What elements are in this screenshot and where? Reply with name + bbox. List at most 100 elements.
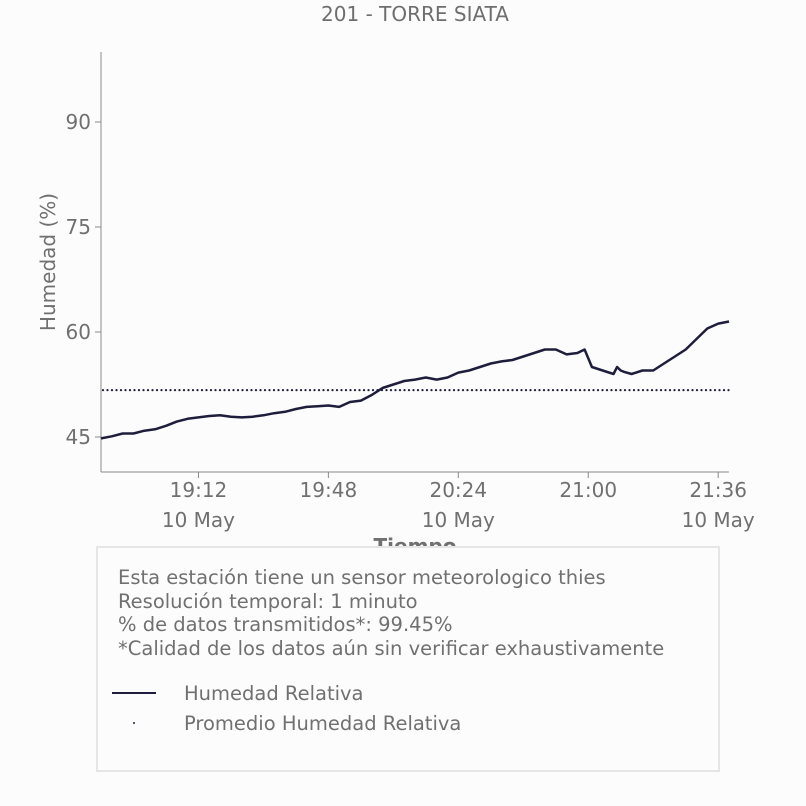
average-humidity-dot	[727, 389, 730, 392]
y-tick-label: 45	[66, 425, 91, 449]
legend-label-promedio: Promedio Humedad Relativa	[184, 711, 462, 735]
average-humidity-dot	[488, 389, 492, 392]
average-humidity-dot	[281, 389, 285, 392]
average-humidity-dot	[268, 389, 271, 392]
average-humidity-dot	[218, 389, 222, 392]
average-humidity-dot	[349, 389, 352, 392]
average-humidity-dot	[596, 389, 600, 392]
average-humidity-dot	[677, 389, 681, 392]
average-humidity-dot	[236, 389, 240, 392]
average-humidity-dot	[254, 389, 258, 392]
average-humidity-dot	[718, 389, 721, 392]
average-humidity-dot	[101, 389, 105, 392]
average-humidity-dot	[169, 389, 172, 392]
average-humidity-dot	[403, 389, 406, 392]
average-humidity-dot	[704, 389, 708, 392]
average-humidity-dot	[502, 389, 505, 392]
average-humidity-dot	[304, 389, 307, 392]
average-humidity-dot	[623, 389, 627, 392]
average-humidity-dot	[313, 389, 316, 392]
average-humidity-dot	[164, 389, 168, 392]
average-humidity-dot	[232, 389, 235, 392]
average-humidity-dot	[556, 389, 559, 392]
average-humidity-dot	[335, 389, 339, 392]
average-humidity-dot	[250, 389, 253, 392]
average-humidity-dot	[601, 389, 604, 392]
average-humidity-dot	[385, 389, 388, 392]
average-humidity-dot	[650, 389, 654, 392]
average-humidity-dot	[542, 389, 546, 392]
x-tick-date-label: 10 May	[162, 508, 235, 532]
average-humidity-dot	[227, 389, 231, 392]
average-humidity-dot	[367, 389, 370, 392]
average-humidity-dot	[178, 389, 181, 392]
ticks: 45 60 75 90 19:12 10 May 19:48 20:24 10 May 21:00…	[66, 110, 755, 532]
humidity-series-line	[100, 320, 730, 440]
average-humidity-dot	[421, 389, 424, 392]
average-humidity-dot	[673, 389, 676, 392]
station-info: Esta estación tiene un sensor meteorolog…	[118, 566, 664, 660]
average-humidity-dot	[466, 389, 469, 392]
average-humidity-dot	[119, 389, 123, 392]
axes	[100, 52, 729, 473]
average-humidity-dot	[133, 389, 136, 392]
average-humidity-dot	[587, 389, 591, 392]
average-humidity-dot	[641, 389, 645, 392]
average-humidity-dot	[110, 389, 114, 392]
x-tick-label: 21:36	[689, 478, 747, 502]
info-line-sensor: Esta estación tiene un sensor meteorolog…	[118, 566, 606, 589]
average-humidity-dot	[434, 389, 438, 392]
average-humidity-dot	[722, 389, 726, 392]
average-humidity-dot	[470, 389, 474, 392]
average-humidity-dot	[160, 389, 163, 392]
average-humidity-dot	[479, 389, 483, 392]
average-humidity-dot	[569, 389, 573, 392]
average-humidity-dot	[344, 389, 348, 392]
average-humidity-dot	[362, 389, 366, 392]
average-humidity-dot	[137, 389, 141, 392]
average-humidity-dot	[578, 389, 582, 392]
average-humidity-dot	[308, 389, 312, 392]
average-humidity-dot	[646, 389, 649, 392]
average-humidity-dot	[700, 389, 703, 392]
series	[100, 320, 730, 440]
average-humidity-dot	[182, 389, 186, 392]
x-tick-label: 20:24	[429, 478, 487, 502]
average-humidity-dot	[299, 389, 303, 392]
legend-label-humedad: Humedad Relativa	[184, 681, 364, 705]
average-humidity-dot	[443, 389, 447, 392]
average-humidity-dot	[695, 389, 699, 392]
average-humidity-dot	[515, 389, 519, 392]
average-humidity-dot	[493, 389, 496, 392]
average-humidity-dot	[128, 389, 132, 392]
average-humidity-dot	[277, 389, 280, 392]
average-humidity-dot	[574, 389, 577, 392]
average-humidity-dot	[214, 389, 217, 392]
average-humidity-dot	[452, 389, 456, 392]
y-tick-label: 60	[66, 320, 91, 344]
average-humidity-dot	[448, 389, 451, 392]
average-humidity-dot	[668, 389, 672, 392]
average-humidity-dot	[331, 389, 334, 392]
average-humidity-dot	[286, 389, 289, 392]
average-humidity-dot	[529, 389, 532, 392]
average-humidity-dot	[209, 389, 213, 392]
x-tick-label: 19:48	[300, 478, 358, 502]
average-humidity-dot	[245, 389, 249, 392]
average-humidity-dot	[317, 389, 321, 392]
average-humidity-dot	[565, 389, 568, 392]
x-tick-date-label: 10 May	[422, 508, 495, 532]
average-humidity-dot	[457, 389, 460, 392]
average-humidity-dot	[686, 389, 690, 392]
average-humidity-dot	[173, 389, 177, 392]
average-humidity-dot	[560, 389, 564, 392]
average-humidity-dot	[191, 389, 195, 392]
average-humidity-dot	[538, 389, 541, 392]
average-humidity-dot	[484, 389, 487, 392]
average-humidity-dot	[439, 389, 442, 392]
average-humidity-dot	[524, 389, 528, 392]
average-humidity-dot	[659, 389, 663, 392]
average-humidity-dot	[511, 389, 514, 392]
info-line-transmitted: % de datos transmitidos*: 99.45%	[118, 613, 453, 636]
average-humidity-dot	[340, 389, 343, 392]
